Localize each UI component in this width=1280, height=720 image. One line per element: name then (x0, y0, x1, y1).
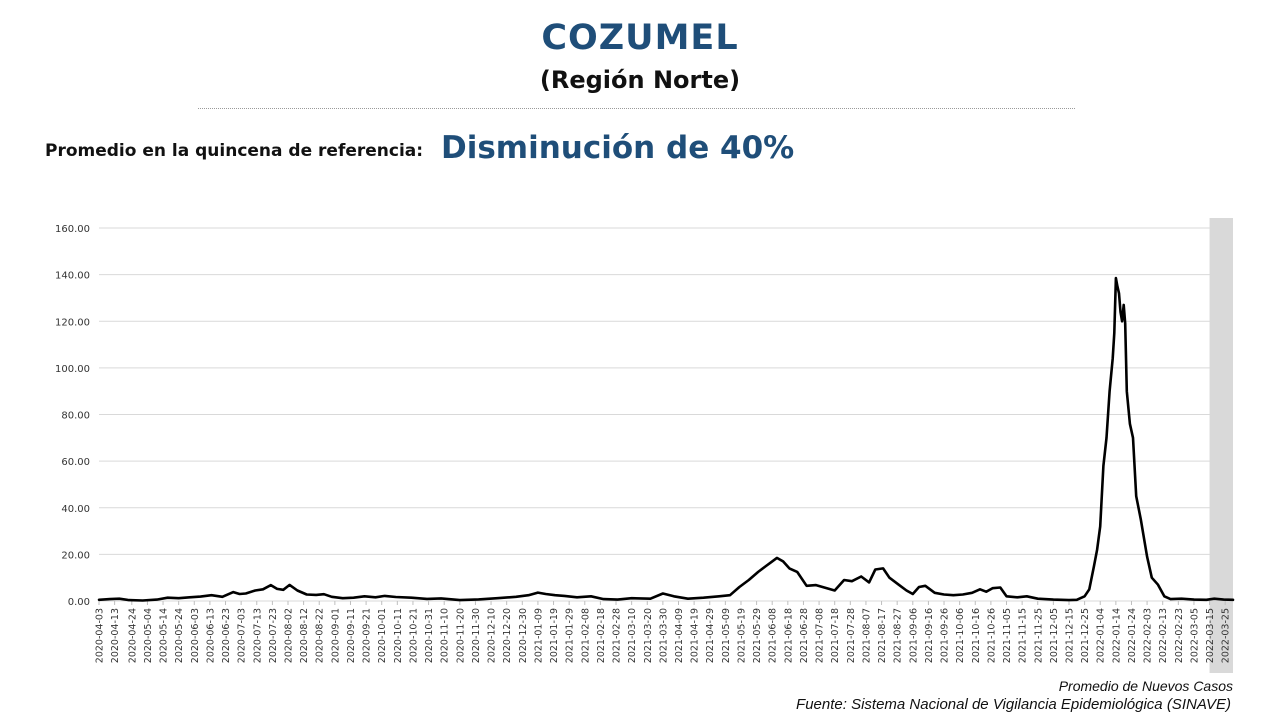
reference-label: Promedio en la quincena de referencia: (45, 141, 424, 161)
x-tick-label: 2020-08-02 (284, 608, 295, 663)
x-tick-label: 2021-11-25 (1033, 608, 1044, 663)
x-tick-label: 2020-04-24 (127, 608, 138, 663)
x-tick-label: 2022-02-13 (1158, 608, 1169, 663)
x-tick-label: 2021-08-27 (893, 608, 904, 663)
x-tick-label: 2021-03-30 (658, 608, 669, 663)
x-tick-label: 2020-09-01 (330, 608, 341, 663)
x-tick-label: 2021-03-10 (627, 608, 638, 663)
y-tick-label: 60.00 (61, 457, 90, 468)
y-tick-label: 80.00 (61, 411, 90, 422)
y-tick-label: 160.00 (55, 224, 90, 235)
x-tick-label: 2020-10-21 (408, 608, 419, 663)
source-note: Fuente: Sistema Nacional de Vigilancia E… (796, 696, 1231, 713)
y-tick-label: 100.00 (55, 364, 90, 375)
x-tick-label: 2020-11-20 (455, 608, 466, 663)
x-tick-label: 2021-02-08 (580, 608, 591, 663)
x-tick-label: 2020-10-31 (424, 608, 435, 663)
x-tick-label: 2021-12-05 (1049, 608, 1060, 663)
x-tick-label: 2022-03-25 (1221, 608, 1232, 663)
cases-line-chart: 0.00 20.00 40.00 60.00 80.00 100.00 120.00 140.… (55, 218, 1235, 673)
x-tick-label: 2021-02-28 (612, 608, 623, 663)
x-tick-label: 2020-04-13 (110, 608, 121, 663)
page-title: COZUMEL (541, 18, 739, 58)
x-tick-label: 2020-07-23 (268, 608, 279, 663)
x-tick-label: 2021-09-16 (924, 608, 935, 663)
chart-legend-caption: Promedio de Nuevos Casos (1058, 678, 1233, 694)
x-tick-label: 2020-10-11 (393, 608, 404, 663)
x-tick-label: 2021-05-19 (736, 608, 747, 663)
x-tick-label: 2020-06-13 (205, 608, 216, 663)
x-tick-label: 2020-11-30 (471, 608, 482, 663)
x-tick-label: 2020-08-12 (299, 608, 310, 663)
x-tick-label: 2021-10-16 (971, 608, 982, 663)
x-tick-label: 2020-12-30 (518, 608, 529, 663)
x-tick-label: 2021-12-25 (1080, 608, 1091, 663)
x-tick-label: 2021-02-18 (596, 608, 607, 663)
x-tick-label: 2021-07-18 (830, 608, 841, 663)
x-tick-label: 2020-06-23 (221, 608, 232, 663)
x-tick-label: 2022-03-15 (1205, 608, 1216, 663)
y-tick-label: 40.00 (61, 504, 90, 515)
x-tick-label: 2021-06-28 (799, 608, 810, 663)
x-tick-label: 2021-09-26 (940, 608, 951, 663)
x-tick-label: 2020-05-14 (159, 608, 170, 663)
x-tick-label: 2020-07-03 (237, 608, 248, 663)
x-tick-label: 2021-04-09 (674, 608, 685, 663)
x-tick-label: 2020-05-24 (174, 608, 185, 663)
highlight-band (1209, 218, 1233, 673)
x-tick-label: 2020-12-20 (502, 608, 513, 663)
x-tick-label: 2022-01-04 (1096, 608, 1107, 663)
x-tick-label: 2021-06-08 (768, 608, 779, 663)
x-tick-label: 2021-10-26 (986, 608, 997, 663)
x-tick-label: 2020-11-10 (440, 608, 451, 663)
x-tick-label: 2021-01-19 (549, 608, 560, 663)
x-tick-label: 2020-06-03 (190, 608, 201, 663)
x-tick-label: 2021-07-08 (815, 608, 826, 663)
series-line (97, 276, 1235, 602)
x-tick-label: 2021-03-20 (643, 608, 654, 663)
x-tick-label: 2021-08-07 (861, 608, 872, 663)
x-tick-label: 2021-08-17 (877, 608, 888, 663)
y-tick-label: 140.00 (55, 271, 90, 282)
x-tick-label: 2021-04-19 (690, 608, 701, 663)
x-tick-label: 2021-04-29 (705, 608, 716, 663)
x-tick-label: 2020-04-03 (95, 608, 106, 663)
x-tick-label: 2021-11-05 (1002, 608, 1013, 663)
y-tick-label: 0.00 (68, 597, 90, 608)
x-tick-label: 2020-08-22 (315, 608, 326, 663)
x-tick-label: 2021-01-29 (565, 608, 576, 663)
page-subtitle: (Región Norte) (539, 66, 741, 94)
x-tick-label: 2021-05-29 (752, 608, 763, 663)
reference-value: Disminución de 40% (441, 130, 795, 166)
x-tick-label: 2021-01-09 (533, 608, 544, 663)
x-tick-label: 2021-06-18 (783, 608, 794, 663)
y-tick-label: 120.00 (55, 317, 90, 328)
x-tick-label: 2021-11-15 (1018, 608, 1029, 663)
x-tick-label: 2021-07-28 (846, 608, 857, 663)
x-tick-label: 2021-12-15 (1064, 608, 1075, 663)
x-tick-label: 2020-09-11 (346, 608, 357, 663)
x-tick-label: 2020-10-01 (377, 608, 388, 663)
x-tick-label: 2020-05-04 (143, 608, 154, 663)
x-tick-label: 2021-10-06 (955, 608, 966, 663)
x-tick-label: 2022-01-14 (1111, 608, 1122, 663)
x-tick-label: 2022-02-03 (1143, 608, 1154, 663)
divider (198, 108, 1075, 109)
x-tick-label: 2021-09-06 (908, 608, 919, 663)
y-tick-label: 20.00 (61, 550, 90, 561)
x-tick-label: 2022-03-05 (1189, 608, 1200, 663)
x-tick-label: 2020-07-13 (252, 608, 263, 663)
x-tick-label: 2022-01-24 (1127, 608, 1138, 663)
x-tick-label: 2020-09-21 (362, 608, 373, 663)
x-tick-label: 2021-05-09 (721, 608, 732, 663)
x-tick-label: 2020-12-10 (487, 608, 498, 663)
x-tick-label: 2022-02-23 (1174, 608, 1185, 663)
